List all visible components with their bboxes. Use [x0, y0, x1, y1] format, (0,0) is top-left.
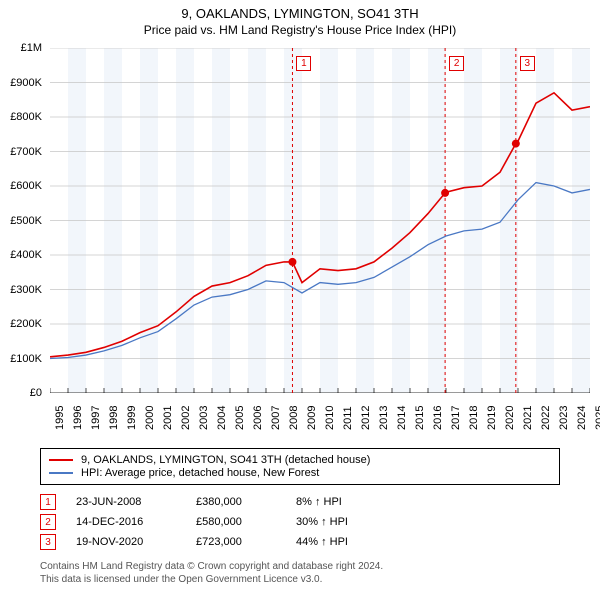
marker-row: 3 19-NOV-2020 £723,000 44% ↑ HPI: [40, 534, 560, 550]
chart-title: 9, OAKLANDS, LYMINGTON, SO41 3TH: [0, 6, 600, 21]
x-tick-label: 2013: [378, 406, 390, 430]
legend-label: HPI: Average price, detached house, New …: [81, 467, 319, 479]
marker-pct: 8% ↑ HPI: [296, 496, 406, 508]
x-tick-label: 2006: [252, 406, 264, 430]
marker-badge: 1: [40, 494, 56, 510]
x-tick-label: 2003: [198, 406, 210, 430]
footer-line-1: Contains HM Land Registry data © Crown c…: [40, 560, 560, 573]
legend-swatch: [49, 472, 73, 474]
legend-row: HPI: Average price, detached house, New …: [49, 467, 551, 479]
x-tick-label: 2019: [486, 406, 498, 430]
x-tick-label: 2021: [522, 406, 534, 430]
chart-marker-badge: 1: [296, 56, 311, 71]
marker-row: 2 14-DEC-2016 £580,000 30% ↑ HPI: [40, 514, 560, 530]
x-tick-label: 2000: [144, 406, 156, 430]
legend: 9, OAKLANDS, LYMINGTON, SO41 3TH (detach…: [40, 448, 560, 485]
marker-row: 1 23-JUN-2008 £380,000 8% ↑ HPI: [40, 494, 560, 510]
marker-pct: 44% ↑ HPI: [296, 536, 406, 548]
chart-subtitle: Price paid vs. HM Land Registry's House …: [0, 23, 600, 37]
y-tick-label: £100K: [10, 353, 42, 365]
y-tick-label: £200K: [10, 318, 42, 330]
x-tick-label: 2017: [450, 406, 462, 430]
x-tick-label: 2009: [306, 406, 318, 430]
y-tick-label: £500K: [10, 215, 42, 227]
marker-date: 19-NOV-2020: [76, 536, 176, 548]
x-tick-label: 2014: [396, 406, 408, 430]
x-axis: 1995 1996 1997 1998 1999 2000 2001 2002 2003 2004…: [50, 398, 590, 448]
x-tick-label: 2010: [324, 406, 336, 430]
y-tick-label: £800K: [10, 111, 42, 123]
x-tick-label: 2011: [342, 406, 354, 430]
x-tick-label: 2022: [540, 406, 552, 430]
x-tick-label: 2024: [576, 406, 588, 430]
x-tick-label: 2018: [468, 406, 480, 430]
x-tick-label: 2008: [288, 406, 300, 430]
marker-date: 14-DEC-2016: [76, 516, 176, 528]
chart-container: 9, OAKLANDS, LYMINGTON, SO41 3TH Price p…: [0, 0, 600, 590]
plot-svg: [50, 48, 590, 393]
x-tick-label: 1995: [54, 406, 66, 430]
marker-price: £723,000: [196, 536, 276, 548]
marker-badge: 2: [40, 514, 56, 530]
legend-row: 9, OAKLANDS, LYMINGTON, SO41 3TH (detach…: [49, 454, 551, 466]
x-tick-label: 2023: [558, 406, 570, 430]
chart-area: 1 2 3: [50, 48, 590, 393]
x-tick-label: 2002: [180, 406, 192, 430]
chart-marker-badge: 2: [449, 56, 464, 71]
marker-price: £380,000: [196, 496, 276, 508]
marker-pct: 30% ↑ HPI: [296, 516, 406, 528]
x-tick-label: 2015: [414, 406, 426, 430]
x-tick-label: 2004: [216, 406, 228, 430]
x-tick-label: 2012: [360, 406, 372, 430]
marker-table: 1 23-JUN-2008 £380,000 8% ↑ HPI 2 14-DEC-2016…: [40, 490, 560, 554]
footer-line-2: This data is licensed under the Open Gov…: [40, 573, 560, 586]
x-tick-label: 1998: [108, 406, 120, 430]
x-tick-label: 2025: [594, 406, 600, 430]
y-tick-label: £1M: [21, 42, 42, 54]
y-tick-label: £400K: [10, 249, 42, 261]
y-axis: £0£100K£200K£300K£400K£500K£600K£700K£80…: [0, 48, 46, 393]
footer: Contains HM Land Registry data © Crown c…: [40, 560, 560, 586]
x-tick-label: 2020: [504, 406, 516, 430]
title-block: 9, OAKLANDS, LYMINGTON, SO41 3TH Price p…: [0, 0, 600, 39]
y-tick-label: £700K: [10, 146, 42, 158]
y-tick-label: £900K: [10, 77, 42, 89]
x-tick-label: 2016: [432, 406, 444, 430]
y-tick-label: £0: [30, 387, 42, 399]
x-tick-label: 1999: [126, 406, 138, 430]
x-tick-label: 2005: [234, 406, 246, 430]
legend-swatch: [49, 459, 73, 461]
marker-date: 23-JUN-2008: [76, 496, 176, 508]
legend-label: 9, OAKLANDS, LYMINGTON, SO41 3TH (detach…: [81, 454, 370, 466]
marker-price: £580,000: [196, 516, 276, 528]
x-tick-label: 1996: [72, 406, 84, 430]
chart-marker-badge: 3: [520, 56, 535, 71]
x-tick-label: 2001: [162, 406, 174, 430]
y-tick-label: £300K: [10, 284, 42, 296]
x-tick-label: 2007: [270, 406, 282, 430]
y-tick-label: £600K: [10, 180, 42, 192]
marker-badge: 3: [40, 534, 56, 550]
x-tick-label: 1997: [90, 406, 102, 430]
